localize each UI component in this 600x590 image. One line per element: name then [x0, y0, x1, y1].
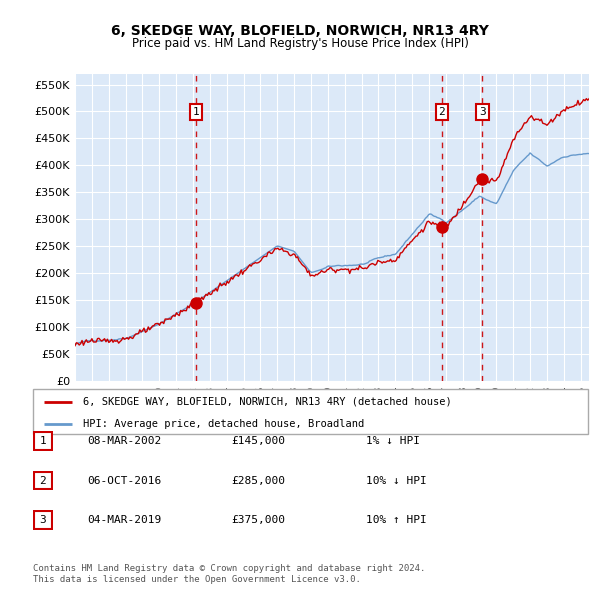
Text: 10% ↑ HPI: 10% ↑ HPI [366, 516, 427, 525]
Text: 6, SKEDGE WAY, BLOFIELD, NORWICH, NR13 4RY: 6, SKEDGE WAY, BLOFIELD, NORWICH, NR13 4… [111, 24, 489, 38]
Text: 1: 1 [193, 107, 199, 117]
Text: 6, SKEDGE WAY, BLOFIELD, NORWICH, NR13 4RY (detached house): 6, SKEDGE WAY, BLOFIELD, NORWICH, NR13 4… [83, 397, 452, 407]
Text: Contains HM Land Registry data © Crown copyright and database right 2024.: Contains HM Land Registry data © Crown c… [33, 565, 425, 573]
Text: 06-OCT-2016: 06-OCT-2016 [87, 476, 161, 486]
Text: Price paid vs. HM Land Registry's House Price Index (HPI): Price paid vs. HM Land Registry's House … [131, 37, 469, 50]
Text: 2: 2 [40, 476, 46, 486]
FancyBboxPatch shape [34, 472, 52, 489]
Text: 04-MAR-2019: 04-MAR-2019 [87, 516, 161, 525]
Text: 1% ↓ HPI: 1% ↓ HPI [366, 437, 420, 446]
FancyBboxPatch shape [34, 432, 52, 450]
Text: HPI: Average price, detached house, Broadland: HPI: Average price, detached house, Broa… [83, 419, 364, 429]
Text: £375,000: £375,000 [231, 516, 285, 525]
Text: 3: 3 [40, 515, 46, 525]
Text: This data is licensed under the Open Government Licence v3.0.: This data is licensed under the Open Gov… [33, 575, 361, 584]
Text: 08-MAR-2002: 08-MAR-2002 [87, 437, 161, 446]
Text: £285,000: £285,000 [231, 476, 285, 486]
FancyBboxPatch shape [34, 512, 52, 529]
Text: 10% ↓ HPI: 10% ↓ HPI [366, 476, 427, 486]
Text: 3: 3 [479, 107, 486, 117]
Text: 2: 2 [439, 107, 445, 117]
Text: £145,000: £145,000 [231, 437, 285, 446]
Text: 1: 1 [40, 436, 46, 446]
FancyBboxPatch shape [33, 389, 588, 434]
